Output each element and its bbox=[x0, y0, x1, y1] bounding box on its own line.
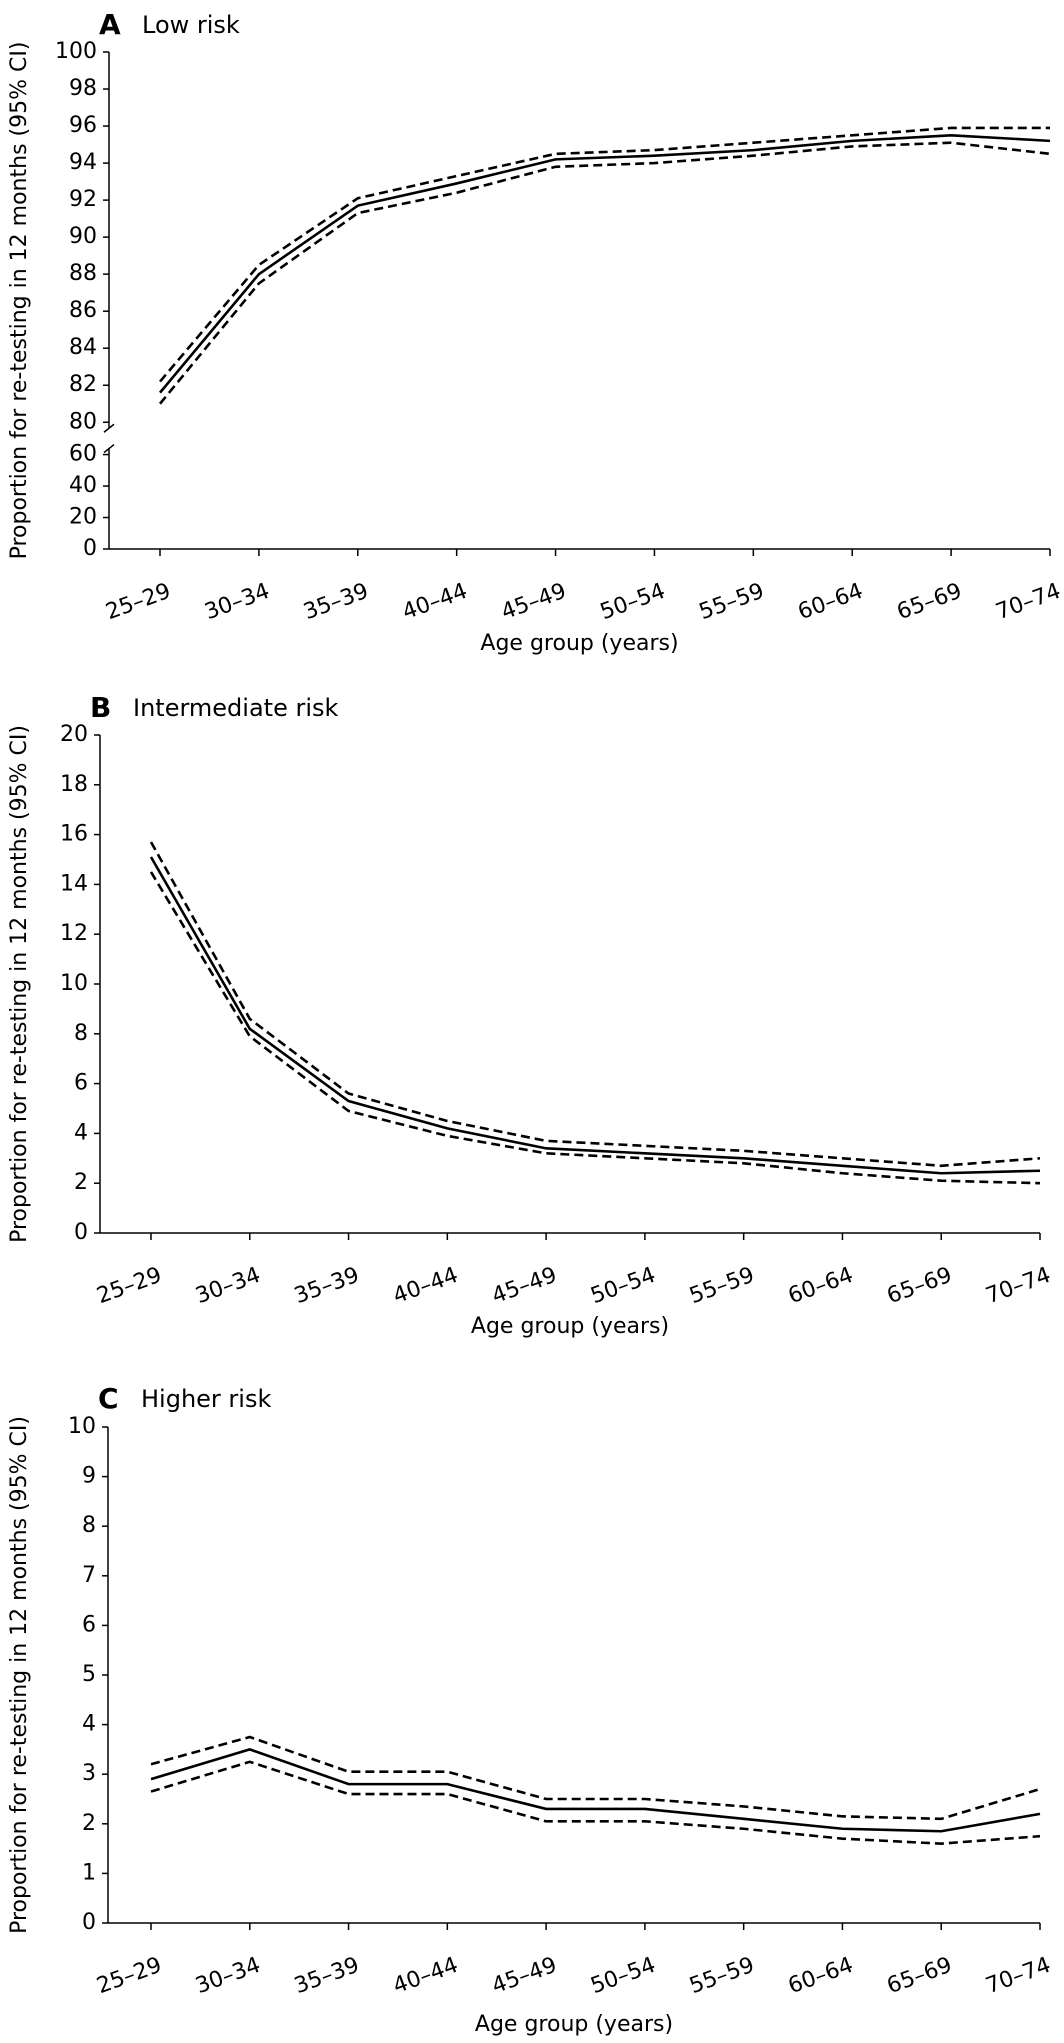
x-tick-label: 25–29 bbox=[103, 579, 175, 625]
series-line bbox=[159, 134, 1051, 394]
y-tick-label: 60 bbox=[69, 442, 97, 467]
x-tick-label: 60–64 bbox=[785, 1263, 857, 1309]
y-tick-label: 2 bbox=[74, 1170, 88, 1195]
x-tick-label: 25–29 bbox=[94, 1953, 166, 1999]
x-tick-label: 55–59 bbox=[696, 579, 768, 625]
x-tick-label: 60–64 bbox=[785, 1953, 857, 1999]
y-tick-label: 98 bbox=[69, 76, 97, 101]
axis-break bbox=[103, 443, 115, 454]
y-tick-label: 18 bbox=[60, 772, 88, 797]
y-tick-label: 7 bbox=[82, 1563, 96, 1588]
x-tick-label: 30–34 bbox=[201, 579, 273, 625]
x-axis-label: Age group (years) bbox=[480, 631, 678, 656]
x-tick-label: 25–29 bbox=[94, 1263, 166, 1309]
x-tick-label: 70–74 bbox=[983, 1953, 1055, 1999]
y-tick-label: 6 bbox=[74, 1071, 88, 1096]
y-tick-label: 0 bbox=[83, 536, 97, 561]
y-tick-label: 94 bbox=[69, 150, 97, 175]
y-tick-label: 2 bbox=[82, 1811, 96, 1836]
series-line bbox=[149, 871, 1041, 1185]
x-tick-label: 35–39 bbox=[291, 1263, 363, 1309]
axis-break bbox=[103, 423, 115, 433]
x-tick-label: 45–49 bbox=[489, 1953, 561, 1999]
y-tick-label: 86 bbox=[69, 298, 97, 323]
y-tick-label: 14 bbox=[60, 871, 88, 896]
y-tick-label: 40 bbox=[69, 473, 97, 498]
y-axis-label: Proportion for re-testing in 12 months (… bbox=[7, 42, 32, 560]
x-tick-label: 40–44 bbox=[390, 1953, 462, 1999]
x-tick-label: 70–74 bbox=[983, 1263, 1055, 1309]
x-tick-label: 30–34 bbox=[192, 1953, 264, 1999]
panel-letter: C bbox=[98, 1382, 119, 1415]
x-tick-label: 40–44 bbox=[399, 579, 471, 625]
y-tick-label: 96 bbox=[69, 113, 97, 138]
y-axis-label: Proportion for re-testing in 12 months (… bbox=[7, 725, 32, 1243]
chart-title: Low risk bbox=[142, 11, 240, 39]
x-tick-label: 35–39 bbox=[300, 579, 372, 625]
panel-letter: B bbox=[90, 691, 111, 724]
x-tick-label: 30–34 bbox=[192, 1263, 264, 1309]
series-line bbox=[150, 1760, 1041, 1845]
y-tick-label: 9 bbox=[82, 1464, 96, 1489]
y-tick-label: 10 bbox=[60, 971, 88, 996]
y-tick-label: 8 bbox=[82, 1513, 96, 1538]
series-line bbox=[149, 841, 1041, 1168]
y-tick-label: 20 bbox=[69, 505, 97, 530]
y-tick-label: 20 bbox=[60, 722, 88, 747]
x-tick-label: 55–59 bbox=[686, 1263, 758, 1309]
y-tick-label: 84 bbox=[69, 335, 97, 360]
series-line bbox=[150, 1735, 1041, 1821]
series-line bbox=[159, 126, 1050, 383]
x-tick-label: 65–69 bbox=[894, 579, 966, 625]
y-tick-label: 16 bbox=[60, 822, 88, 847]
x-tick-label: 35–39 bbox=[291, 1953, 363, 1999]
chart-title: Intermediate risk bbox=[133, 694, 339, 722]
y-tick-label: 0 bbox=[74, 1220, 88, 1245]
y-tick-label: 90 bbox=[69, 224, 97, 249]
x-tick-label: 45–49 bbox=[498, 579, 570, 625]
y-tick-label: 88 bbox=[69, 261, 97, 286]
y-tick-label: 3 bbox=[82, 1761, 96, 1786]
y-tick-label: 100 bbox=[55, 39, 97, 64]
y-tick-label: 1 bbox=[82, 1860, 96, 1885]
y-tick-label: 6 bbox=[82, 1612, 96, 1637]
x-tick-label: 50–54 bbox=[587, 1263, 659, 1309]
y-tick-label: 80 bbox=[69, 409, 97, 434]
y-tick-label: 10 bbox=[68, 1414, 96, 1439]
x-tick-label: 50–54 bbox=[597, 579, 669, 625]
x-tick-label: 60–64 bbox=[795, 579, 867, 625]
x-tick-label: 65–69 bbox=[884, 1263, 956, 1309]
series-line bbox=[150, 1748, 1041, 1833]
x-tick-label: 70–74 bbox=[993, 579, 1064, 625]
x-axis-label: Age group (years) bbox=[475, 2012, 673, 2037]
x-tick-label: 40–44 bbox=[390, 1263, 462, 1309]
series-line bbox=[149, 856, 1041, 1175]
chart-title: Higher risk bbox=[141, 1385, 271, 1413]
y-axis-label: Proportion for re-testing in 12 months (… bbox=[7, 1416, 32, 1934]
x-tick-label: 65–69 bbox=[884, 1953, 956, 1999]
y-tick-label: 5 bbox=[82, 1662, 96, 1687]
y-tick-label: 8 bbox=[74, 1021, 88, 1046]
y-tick-label: 82 bbox=[69, 372, 97, 397]
y-tick-label: 4 bbox=[82, 1712, 96, 1737]
x-tick-label: 45–49 bbox=[489, 1263, 561, 1309]
series-line bbox=[158, 141, 1051, 405]
y-tick-label: 4 bbox=[74, 1120, 88, 1145]
x-axis-label: Age group (years) bbox=[471, 1314, 669, 1339]
x-tick-label: 50–54 bbox=[587, 1953, 659, 1999]
y-tick-label: 92 bbox=[69, 187, 97, 212]
y-tick-label: 0 bbox=[82, 1910, 96, 1935]
y-tick-label: 12 bbox=[60, 921, 88, 946]
x-tick-label: 55–59 bbox=[686, 1953, 758, 1999]
panel-letter: A bbox=[99, 8, 121, 41]
